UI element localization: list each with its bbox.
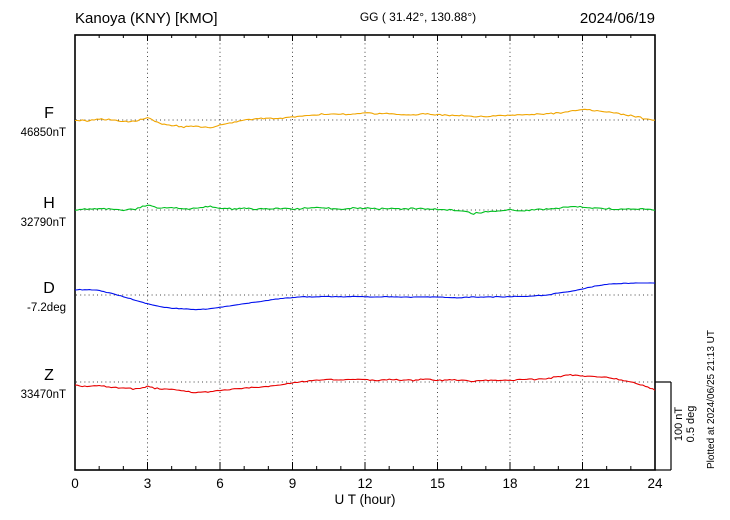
scale-label-deg: 0.5 deg [685, 406, 697, 443]
date-label: 2024/06/19 [580, 10, 655, 27]
x-tick-label: 21 [575, 476, 590, 491]
series-D-path [74, 282, 656, 311]
x-axis-title: U T (hour) [334, 492, 395, 507]
x-tick-label: 3 [144, 476, 152, 491]
x-tick-label: 6 [216, 476, 224, 491]
x-tick-label: 15 [430, 476, 445, 491]
x-tick-label: 0 [71, 476, 79, 491]
series-baseline-value-D: -7.2deg [27, 302, 66, 314]
coords-label: GG ( 31.42°, 130.88°) [360, 10, 476, 24]
series-Z-path [74, 373, 656, 394]
series-label-D: D [43, 280, 55, 297]
static-texts: Kanoya (KNY) [KMO] GG ( 31.42°, 130.88°)… [75, 10, 717, 507]
series-baseline-value-H: 32790nT [21, 217, 66, 229]
series-F-path [75, 108, 655, 129]
series-label-H: H [43, 195, 55, 212]
x-tick-label: 9 [289, 476, 297, 491]
series-label-Z: Z [44, 367, 54, 384]
x-tick-label: 12 [357, 476, 372, 491]
series-baseline-value-F: 46850nT [21, 127, 66, 139]
series-H-path [74, 204, 656, 215]
x-tick-label: 18 [502, 476, 517, 491]
plot-timestamp: Plotted at 2024/06/25 21:13 UT [706, 330, 717, 469]
series-label-F: F [44, 105, 54, 122]
station-title: Kanoya (KNY) [KMO] [75, 10, 218, 27]
scale-label-nt: 100 nT [673, 407, 685, 442]
series-baseline-value-Z: 33470nT [21, 389, 66, 401]
chart-layer: 0 3 6 9 12 15 18 21 24 F 46850nT H 32790nT D -7.2deg Z 3… [21, 34, 672, 491]
x-tick-label: 24 [647, 476, 663, 491]
